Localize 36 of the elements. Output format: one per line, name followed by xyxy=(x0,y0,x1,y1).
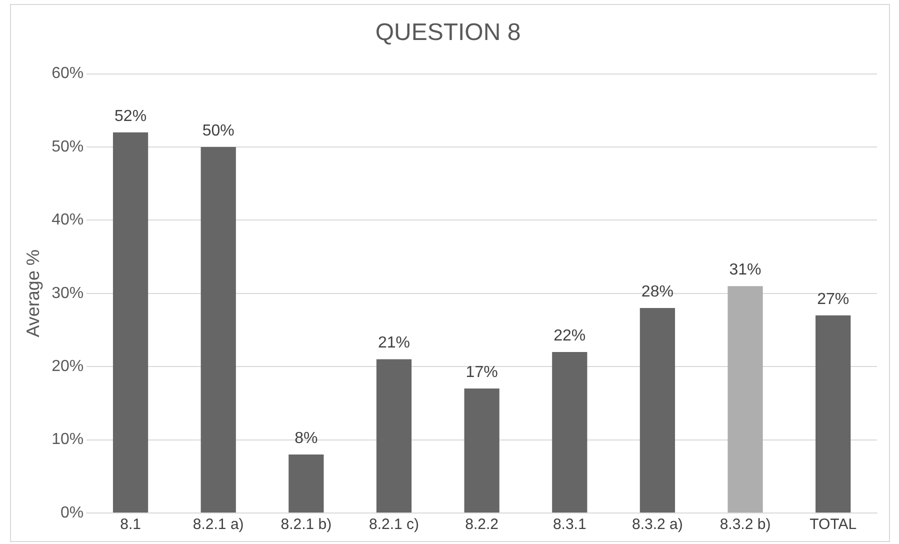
y-tick-label: 50% xyxy=(52,138,84,156)
bar xyxy=(200,147,236,512)
y-tick-label: 40% xyxy=(52,212,84,229)
bar xyxy=(112,132,148,512)
data-label: 50% xyxy=(202,122,234,140)
y-tick-label: 60% xyxy=(52,65,84,82)
data-label: 52% xyxy=(114,108,147,125)
y-tick-label: 0% xyxy=(60,504,84,522)
x-tick-label: 8.2.1 b) xyxy=(280,516,332,534)
data-label: 8% xyxy=(294,430,318,447)
data-label: 17% xyxy=(466,364,498,381)
y-tick-label: 30% xyxy=(52,284,84,302)
bar xyxy=(552,352,588,512)
y-axis-title: Average % xyxy=(22,250,43,338)
bar xyxy=(728,286,763,512)
data-label: 28% xyxy=(641,283,674,300)
x-tick-label: 8.3.2 a) xyxy=(632,516,683,534)
bar xyxy=(640,308,676,512)
bar xyxy=(816,315,851,512)
bar xyxy=(376,359,412,512)
bar xyxy=(288,454,324,512)
y-tick-label: 10% xyxy=(52,431,84,448)
y-tick-label: 20% xyxy=(52,358,84,376)
x-tick-label: 8.1 xyxy=(120,516,141,534)
chart-title: QUESTION 8 xyxy=(375,19,521,46)
bar xyxy=(464,388,500,512)
data-label: 27% xyxy=(817,290,850,308)
data-label: 21% xyxy=(378,334,410,352)
x-tick-label: 8.2.2 xyxy=(465,516,498,534)
x-tick-label: 8.3.2 b) xyxy=(720,516,771,534)
x-tick-label: 8.2.1 c) xyxy=(368,516,420,534)
data-label: 31% xyxy=(729,261,762,278)
x-tick-label: TOTAL xyxy=(810,516,857,534)
x-tick-label: 8.3.1 xyxy=(552,516,586,534)
data-label: 22% xyxy=(554,327,586,344)
x-tick-label: 8.2.1 a) xyxy=(192,516,244,534)
